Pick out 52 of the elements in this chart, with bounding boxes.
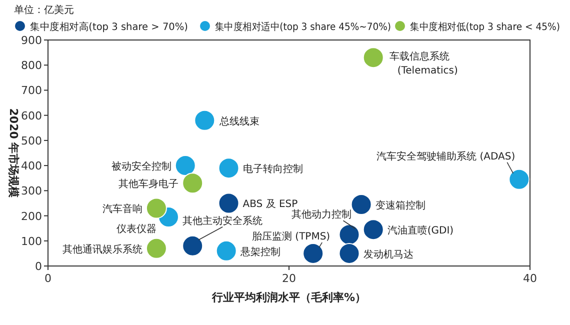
point — [182, 235, 204, 256]
x-axis-title: 行业平均利润水平（毛利率%） — [210, 291, 366, 304]
y-tick-label: 300 — [21, 184, 42, 198]
annotation: 电子转向控制 — [242, 163, 303, 176]
annotation: 变速箱控制 — [375, 199, 426, 212]
legend-label: 集中度相对低(top 3 share < 45%) — [410, 21, 570, 33]
point — [216, 240, 237, 262]
annotation: 汽车安全驾驶辅助系统 (ADAS) — [376, 150, 516, 162]
annotation: 汽车音响 — [102, 203, 142, 216]
y-tick-label: 0 — [35, 260, 42, 273]
y-tick-label: 100 — [21, 234, 42, 248]
x-tick-label: 40 — [523, 272, 537, 285]
annotation: 其他车身电子 — [118, 178, 179, 190]
point — [508, 168, 530, 190]
annotation: 汽油直喷(GDI) — [387, 224, 454, 237]
y-tick-label: 400 — [21, 160, 42, 173]
y-tick-label: 200 — [21, 210, 42, 223]
annotation: 其他动力控制 — [291, 208, 352, 221]
point — [194, 110, 216, 131]
point — [338, 242, 360, 264]
point — [338, 224, 360, 246]
annotation: 悬架控制 — [239, 246, 280, 258]
point — [146, 198, 167, 219]
annotation: 其他主动安全系统 — [182, 214, 263, 227]
y-tick-label: 700 — [21, 84, 42, 98]
legend-label: 集中度相对高(top 3 share > 70%) — [30, 21, 192, 33]
y-axis-title: 2020 年市场规模 — [7, 108, 20, 199]
annotation: 胎压监测 (TPMS) — [252, 230, 330, 242]
x-tick-label: 20 — [282, 272, 296, 285]
text: 单位：亿美元 — [14, 4, 74, 16]
legend-label: 集中度相对适中(top 3 share 45%~70%) — [215, 21, 406, 33]
annotation: ABS 及 ESP — [242, 199, 298, 210]
point — [174, 155, 196, 176]
point — [362, 219, 384, 240]
annotation: 车载信息系统 (Telematics) — [389, 50, 458, 77]
point — [350, 194, 372, 215]
point — [302, 242, 324, 264]
annotation: 仪表仪器 — [116, 223, 156, 236]
point — [182, 172, 204, 194]
point — [218, 158, 240, 179]
x-tick-label: 0 — [44, 272, 52, 285]
y-tick-label: 500 — [21, 134, 42, 148]
annotation: 发动机马达 — [363, 248, 414, 260]
annotation: 其他通讯娱乐系统 — [62, 243, 142, 256]
y-tick-label: 800 — [21, 59, 42, 72]
point — [362, 47, 384, 68]
point — [146, 238, 167, 259]
annotation: 总线线束 — [218, 115, 260, 128]
y-tick-label: 600 — [21, 109, 42, 122]
y-tick-label: 900 — [21, 34, 42, 47]
annotation: 被动安全控制 — [111, 160, 172, 173]
point — [218, 192, 240, 214]
